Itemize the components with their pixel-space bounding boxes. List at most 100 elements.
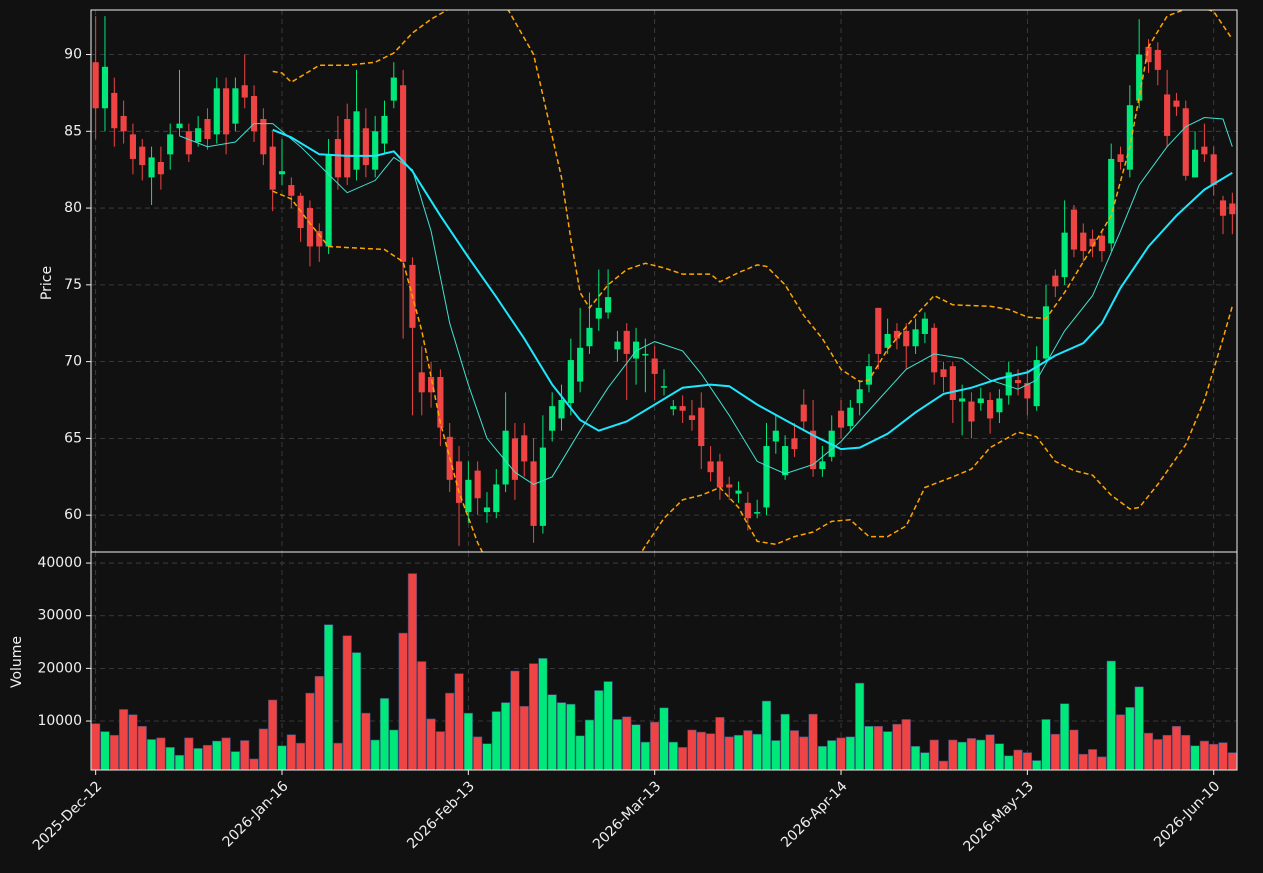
candle-body [502,430,509,485]
candle-body [185,131,192,155]
volume-bar [556,702,567,771]
volume-bar [845,736,855,771]
volume-bar [1004,755,1014,771]
volume-bar [268,699,278,771]
volume-bar [817,746,827,771]
volume-bar [910,746,921,771]
candle-body [1191,149,1199,178]
volume-bar [594,690,604,771]
volume-bar [202,744,213,771]
candle-body [884,333,891,348]
volume-bar [938,760,949,771]
candle-body [595,307,602,319]
volume-bar [240,740,250,771]
candle-body [129,134,137,159]
candle-body [381,115,388,144]
candle-body [111,92,118,129]
volume-bar [678,747,688,771]
candle-body [195,128,202,143]
volume-bar [966,738,977,771]
volume-bar [100,731,110,771]
volume-bar [1190,745,1200,771]
candle-body [1126,105,1133,170]
candle-body [400,85,407,262]
candle-body [605,297,612,313]
candle-body [698,407,705,447]
y-tick-label: 90 [64,47,82,63]
candle-body [921,318,928,334]
volume-bar [156,737,166,771]
candle-body [903,330,910,347]
candle-body [735,490,742,494]
candle-body [1164,94,1171,136]
candle-body [92,62,99,109]
volume-bar [575,735,585,771]
candle-body [1070,209,1078,250]
candle-body [1117,154,1124,163]
candle-body [157,162,164,175]
y-axis-label: Price [39,266,55,300]
volume-bar [463,712,473,771]
volume-bar [184,737,194,771]
volume-bar [622,716,632,771]
volume-bar [976,739,986,771]
volume-bar [435,731,445,771]
y-tick-label: 60 [64,507,82,523]
candle-body [521,435,528,462]
candle-body [139,146,146,166]
candle-body [1229,203,1236,215]
candle-body [1089,238,1096,247]
volume-bar [873,725,883,771]
volume-bar [743,730,753,771]
overlay-line [179,116,1233,485]
volume-bar [1032,760,1042,771]
candle-body [642,353,649,356]
candle-body [987,399,994,419]
volume-bar [286,734,296,771]
candle-body [782,446,789,476]
volume-bar [687,729,697,771]
volume-bar [771,740,781,771]
volume-bar [230,751,241,771]
candle-body [763,446,770,508]
candle-body [744,502,751,519]
candle-body [660,386,668,388]
volume-bar [1106,660,1116,771]
candle-body [278,171,286,175]
volume-bar [109,734,119,771]
volume-bar [445,692,455,771]
volume-bar [1143,732,1154,771]
candle-body [250,95,258,132]
y-tick-label: 80 [64,200,82,216]
candle-body [1145,46,1152,63]
candle-body [1173,100,1180,107]
volume-bar [1087,749,1098,771]
volume-bar [193,748,203,771]
candle-body [232,88,239,124]
volume-bar [379,698,390,771]
candle-body [390,77,397,101]
volume-bar [603,681,613,771]
candle-body [353,111,360,170]
volume-bar [165,747,175,771]
volume-bar [650,721,660,771]
candle-body [325,154,332,247]
candle-body [437,376,444,428]
volume-bar [1199,740,1209,771]
candle-body [1201,146,1208,155]
overlay-line [272,190,1234,552]
volume-bar [1041,719,1051,771]
volume-bar [892,723,902,771]
volume-bar [528,663,539,771]
y-tick-label: 40000 [37,555,82,571]
y-axis-label: Volume [9,636,25,688]
candle-body [511,438,519,480]
volume-bar [323,624,334,771]
volume-bar [948,739,958,771]
candle-body [1052,275,1059,287]
candle-body [875,307,882,354]
candle-body [754,512,761,514]
y-tick-label: 10000 [37,713,82,729]
candle-body [493,484,500,513]
candle-body [996,398,1003,413]
